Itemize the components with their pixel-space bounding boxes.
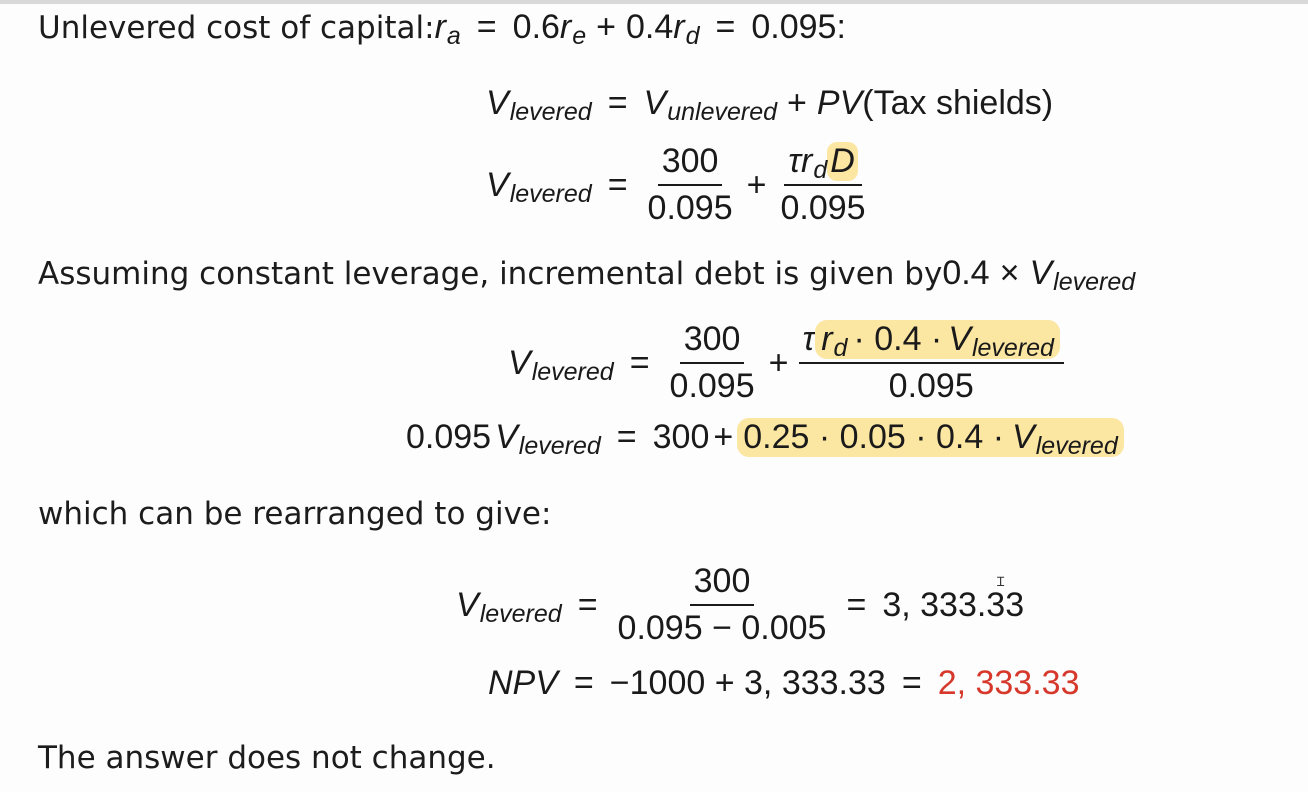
fraction-300-over-0095: 300 0.095 xyxy=(647,142,733,227)
equation-npv: NPV = −1000 + 3, 333.33 = 2, 333.33 xyxy=(488,664,1080,702)
rearranged-text: which can be rearranged to give: xyxy=(38,496,552,532)
fraction-300-over-difference: 300 0.095 − 0.005 xyxy=(617,562,827,647)
constant-leverage-line: Assuming constant leverage, incremental … xyxy=(38,254,1136,296)
npv-result: 2, 333.33 xyxy=(937,664,1080,702)
top-border xyxy=(0,0,1308,4)
highlight-debt: D xyxy=(827,142,858,181)
conclusion-line: The answer does not change. xyxy=(38,740,1308,776)
rearranged-line: which can be rearranged to give: xyxy=(38,496,1308,532)
constant-leverage-text: Assuming constant leverage, incremental … xyxy=(38,255,943,292)
fraction-300-over-0095: 300 0.095 xyxy=(669,320,755,405)
text-cursor-icon: Ɪ xyxy=(997,575,1005,590)
unlevered-label: Unlevered cost of capital: xyxy=(38,9,435,46)
conclusion-text: The answer does not change. xyxy=(38,740,496,776)
